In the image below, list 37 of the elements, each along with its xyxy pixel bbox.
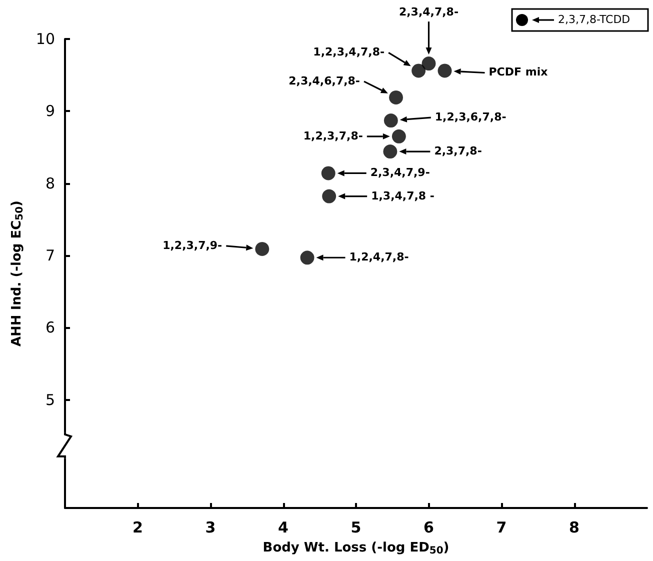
text: 2,3,4,7,8- <box>398 6 459 19</box>
point <box>321 166 336 180</box>
point <box>255 242 270 256</box>
y-axis-title: AHH Ind. (-log EC50) <box>10 200 26 347</box>
point <box>300 250 314 265</box>
y-tick-label: 5 <box>45 390 55 409</box>
point <box>422 56 436 71</box>
x-tick-label: 8 <box>569 518 580 536</box>
point <box>389 90 404 104</box>
text: 2,3,7,8-TCDD <box>558 13 630 26</box>
x-tick-label: 2 <box>132 518 143 536</box>
point <box>412 64 426 78</box>
point <box>322 189 336 204</box>
point <box>384 114 398 128</box>
point <box>383 144 398 159</box>
y-tick-label: 8 <box>45 174 55 192</box>
x-tick-label: 5 <box>350 518 362 536</box>
x-tick-label: 7 <box>496 518 507 536</box>
y-tick-label: 9 <box>45 102 55 120</box>
point <box>392 129 406 144</box>
x-tick-label: 6 <box>424 518 434 536</box>
annotation: 1,2,3,7,8- <box>303 129 363 142</box>
point <box>438 64 452 78</box>
annotation: 2,3,4,7,9- <box>370 166 430 180</box>
y-tick-label: 6 <box>45 318 55 337</box>
annotation: 1,2,4,7,8- <box>349 250 409 264</box>
annotation: 1,2,3,6,7,8- <box>434 110 506 124</box>
annotation: 1,2,3,4,7,8- <box>313 46 385 59</box>
annotation: 2,3,7,8- <box>434 144 482 158</box>
annotation: 1,2,3,7,9- <box>162 238 222 252</box>
annotation: PCDF mix <box>488 66 548 79</box>
annotation: 1,3,4,7,8 - <box>371 189 434 202</box>
y-tick-label: 7 <box>45 246 55 264</box>
x-tick-label: 4 <box>278 518 288 536</box>
x-tick-label: 3 <box>205 518 216 536</box>
annotation: 2,3,4,6,7,8- <box>288 74 360 88</box>
y-tick-label: 10 <box>36 30 55 48</box>
